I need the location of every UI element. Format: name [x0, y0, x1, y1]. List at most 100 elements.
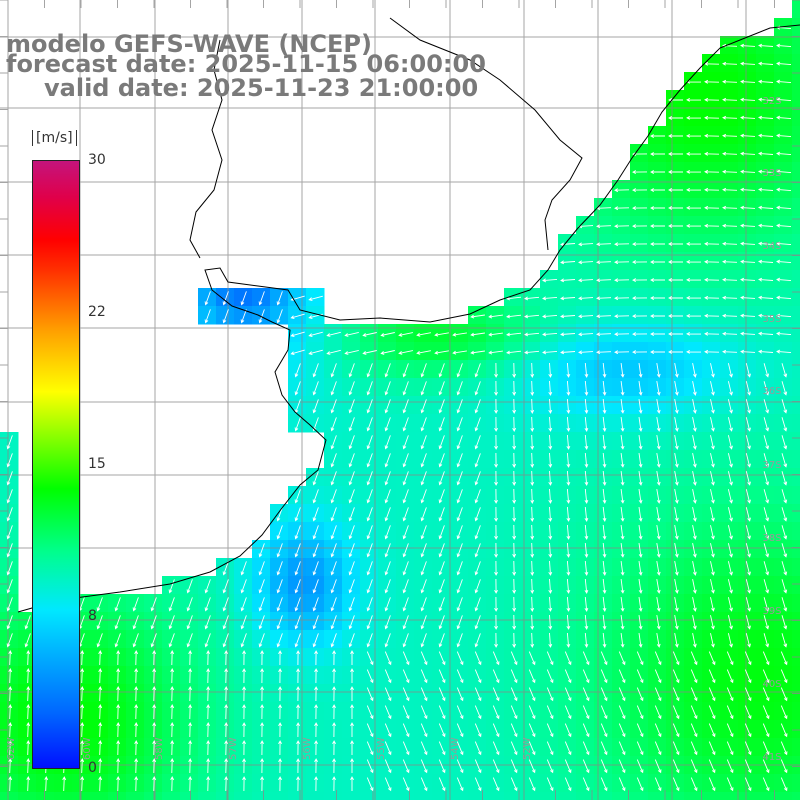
wind-cell [558, 792, 577, 800]
wind-cell [792, 324, 800, 343]
wind-arrow [398, 332, 413, 337]
wind-cell [216, 306, 235, 325]
wind-arrow [204, 309, 211, 324]
wind-arrow [722, 241, 738, 246]
wind-arrow [674, 363, 679, 378]
wind-arrow [530, 398, 535, 414]
wind-cell [450, 360, 469, 379]
wind-arrow [690, 705, 698, 720]
wind-cell [792, 612, 800, 631]
wind-cell [630, 306, 649, 325]
wind-cell [306, 342, 325, 361]
wind-arrow [564, 759, 572, 774]
wind-arrow [710, 453, 715, 468]
wind-cell [594, 198, 613, 217]
wind-cell [774, 414, 793, 433]
wind-cell [666, 486, 685, 505]
wind-arrow [656, 615, 661, 630]
wind-cell [648, 162, 667, 181]
wind-arrow [584, 506, 589, 522]
wind-arrow [224, 650, 229, 666]
wind-cell [630, 612, 649, 631]
wind-cell [684, 540, 703, 559]
wind-cell [108, 738, 127, 757]
wind-cell [648, 234, 667, 253]
wind-cell [720, 234, 739, 253]
wind-arrow [98, 776, 103, 792]
wind-cell [576, 306, 595, 325]
wind-arrow [780, 651, 788, 666]
wind-cell [558, 252, 577, 271]
wind-cell [684, 180, 703, 199]
wind-arrow [618, 777, 626, 792]
wind-cell [774, 378, 793, 397]
wind-cell [414, 468, 433, 487]
wind-cell [108, 684, 127, 703]
wind-cell [684, 306, 703, 325]
wind-arrow [186, 579, 193, 594]
wind-cell [594, 792, 613, 800]
wind-cell [648, 486, 667, 505]
wind-arrow [758, 79, 774, 84]
wind-cell [738, 486, 757, 505]
wind-cell [720, 432, 739, 451]
wind-arrow [564, 687, 572, 702]
wind-arrow [745, 597, 751, 612]
wind-cell [648, 522, 667, 541]
wind-arrow [686, 152, 702, 156]
wind-cell [522, 540, 541, 559]
wind-arrow [384, 525, 391, 540]
wind-arrow [600, 777, 608, 792]
wind-cell [792, 18, 800, 37]
wind-cell [360, 612, 379, 631]
wind-cell [324, 414, 343, 433]
wind-arrow [672, 651, 680, 666]
wind-cell [558, 324, 577, 343]
wind-arrow [314, 776, 318, 792]
lat-label: 39S [762, 606, 781, 617]
wind-arrow [510, 759, 518, 774]
wind-cell [720, 180, 739, 199]
wind-arrow [402, 453, 409, 468]
lat-label: 37S [762, 460, 781, 471]
wind-arrow [708, 705, 716, 720]
wind-arrow [548, 434, 553, 450]
wind-arrow [260, 704, 264, 720]
wind-arrow [686, 134, 702, 138]
wind-cell [738, 306, 757, 325]
wind-cell [468, 450, 487, 469]
wind-arrow [620, 543, 625, 558]
wind-cell [666, 378, 685, 397]
wind-cell [90, 594, 109, 613]
wind-arrow [384, 543, 391, 558]
wind-cell [324, 558, 343, 577]
wind-arrow [548, 452, 553, 468]
wind-arrow [578, 242, 594, 247]
wind-arrow [618, 759, 626, 774]
wind-cell [738, 630, 757, 649]
wind-arrow [776, 349, 792, 354]
wind-arrow [242, 722, 246, 738]
wind-cell [450, 414, 469, 433]
wind-arrow [740, 169, 756, 174]
valid-date: valid date: 2025-11-23 21:00:00 [44, 74, 479, 102]
wind-arrow [506, 296, 522, 301]
wind-arrow [650, 188, 665, 192]
wind-arrow [618, 669, 626, 684]
wind-cell [342, 414, 361, 433]
wind-cell [648, 198, 667, 217]
wind-arrow [636, 651, 644, 666]
wind-cell [756, 54, 775, 73]
wind-arrow [781, 453, 788, 468]
wind-cell [792, 540, 800, 559]
lat-label: 32S [762, 96, 781, 107]
wind-arrow [330, 525, 337, 540]
lat-label: 36S [762, 386, 781, 397]
wind-cell [684, 324, 703, 343]
wind-arrow [566, 524, 571, 540]
wind-cell [576, 630, 595, 649]
wind-arrow [402, 687, 410, 702]
wind-arrow [672, 741, 680, 756]
wind-arrow [620, 507, 625, 522]
wind-arrow [674, 507, 679, 522]
